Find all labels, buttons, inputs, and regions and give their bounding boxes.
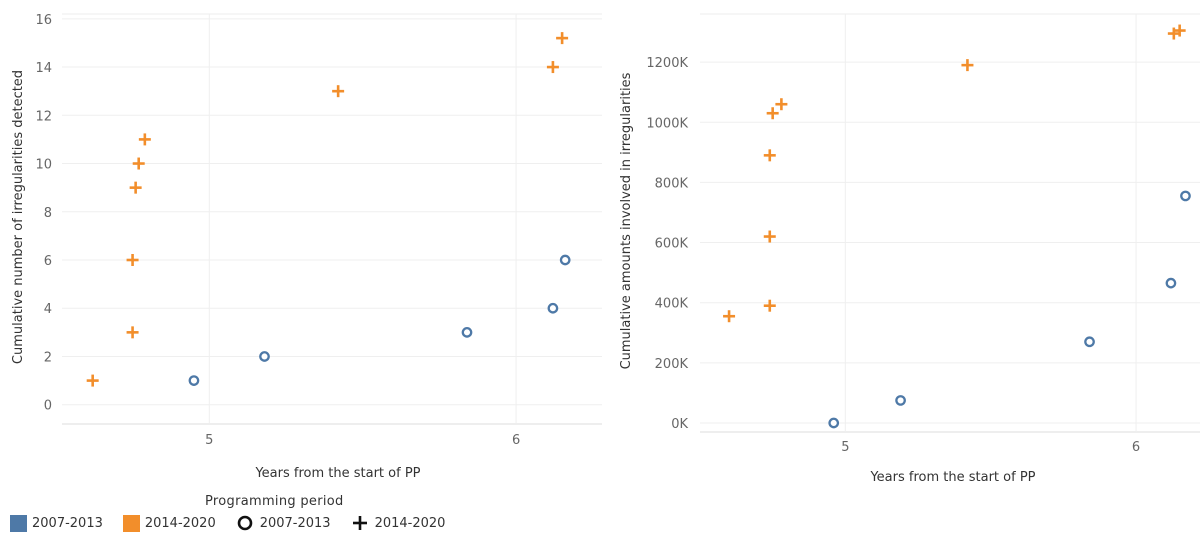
point-2014-2020[interactable] [766, 107, 779, 120]
chart0-x-axis-title: Years from the start of PP [254, 466, 420, 481]
point-2014-2020[interactable] [775, 98, 788, 111]
point-2007-2013[interactable] [188, 375, 200, 386]
y-tick-label: 6 [44, 254, 52, 269]
legend-color-item-2014-2020[interactable]: 2014-2020 [122, 514, 216, 532]
chart1-y-ticks: 0K 200K 400K 600K 800K 1000K 1200K [646, 56, 688, 432]
point-2007-2013[interactable] [1165, 277, 1177, 289]
legend-shape-item-2014-2020[interactable]: 2014-2020 [351, 514, 446, 532]
legend-label: 2014-2020 [374, 515, 446, 531]
y-tick-label: 0K [671, 417, 688, 432]
x-tick-label: 6 [512, 433, 520, 448]
point-2014-2020[interactable] [129, 181, 142, 194]
point-2007-2013[interactable] [461, 327, 473, 338]
y-tick-label: 400K [655, 297, 689, 312]
point-2014-2020[interactable] [723, 310, 736, 323]
y-tick-label: 12 [35, 109, 52, 124]
point-2007-2013[interactable] [895, 395, 906, 406]
point-2014-2020[interactable] [138, 133, 151, 146]
chart1-y-axis-title: Cumulative amounts involved in irregular… [619, 72, 634, 369]
point-2014-2020[interactable] [763, 230, 776, 243]
chart1-gridlines [700, 13, 1200, 433]
y-tick-label: 200K [655, 357, 689, 372]
y-tick-label: 600K [655, 237, 689, 252]
y-tick-label: 1200K [646, 56, 688, 71]
plus-icon [352, 516, 367, 530]
point-2007-2013[interactable] [259, 351, 270, 362]
chart0-points [86, 32, 571, 387]
point-2014-2020[interactable] [86, 374, 99, 387]
legend-shape-item-2007-2013[interactable]: 2007-2013 [236, 514, 331, 532]
legend-swatch-2014-2020 [122, 514, 140, 532]
y-tick-label: 4 [44, 302, 52, 317]
chart1-x-axis-title: Years from the start of PP [869, 470, 1035, 485]
legend-label: 2007-2013 [259, 515, 331, 531]
legend-title: Programming period [205, 494, 344, 509]
point-2014-2020[interactable] [763, 149, 776, 162]
legend-label: 2014-2020 [144, 515, 216, 531]
point-2014-2020[interactable] [126, 326, 139, 339]
y-tick-label: 10 [35, 158, 52, 173]
y-tick-label: 14 [35, 61, 52, 76]
y-tick-label: 2 [44, 350, 52, 365]
y-tick-label: 1000K [646, 116, 688, 131]
legend-color-item-2007-2013[interactable]: 2007-2013 [10, 514, 103, 532]
legend-swatch-2007-2013 [10, 514, 27, 532]
point-2007-2013[interactable] [559, 254, 571, 266]
circle-icon [237, 515, 253, 531]
chart0-y-ticks: 0 2 4 6 8 10 12 14 16 [35, 13, 52, 414]
point-2014-2020[interactable] [763, 299, 776, 312]
point-2007-2013[interactable] [547, 302, 559, 314]
legend-label: 2007-2013 [32, 515, 103, 531]
y-tick-label: 16 [35, 13, 52, 28]
point-2007-2013[interactable] [1084, 336, 1095, 348]
point-2014-2020[interactable] [546, 61, 559, 74]
point-2014-2020[interactable] [332, 85, 345, 98]
point-2014-2020[interactable] [1173, 24, 1186, 37]
x-tick-label: 5 [841, 440, 849, 455]
legend: Programming period 2007-2013 2014-2020 2… [0, 490, 620, 534]
y-tick-label: 800K [655, 176, 689, 191]
point-2007-2013[interactable] [1180, 190, 1191, 202]
point-2014-2020[interactable] [132, 157, 145, 170]
point-2014-2020[interactable] [961, 59, 974, 72]
x-tick-label: 6 [1132, 440, 1140, 455]
point-2014-2020[interactable] [126, 254, 139, 266]
x-tick-label: 5 [205, 433, 213, 448]
y-tick-label: 0 [44, 399, 52, 414]
chart1-points [723, 24, 1191, 429]
legend-row: 2007-2013 2014-2020 2007-2013 2014-2020 [10, 514, 465, 532]
point-2014-2020[interactable] [556, 32, 569, 45]
chart0-y-axis-title: Cumulative number of irregularities dete… [11, 70, 26, 364]
chart0-gridlines [62, 13, 602, 425]
point-2007-2013[interactable] [828, 417, 840, 429]
y-tick-label: 8 [44, 206, 52, 221]
